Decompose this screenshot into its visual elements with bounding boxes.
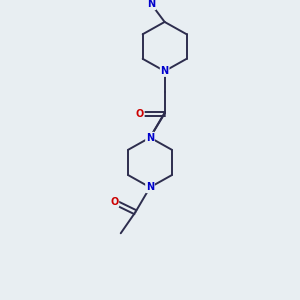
Text: N: N: [146, 133, 154, 142]
Text: N: N: [147, 0, 155, 9]
Text: O: O: [110, 197, 118, 207]
Text: N: N: [146, 182, 154, 192]
Text: N: N: [160, 66, 169, 76]
Text: O: O: [136, 109, 144, 118]
